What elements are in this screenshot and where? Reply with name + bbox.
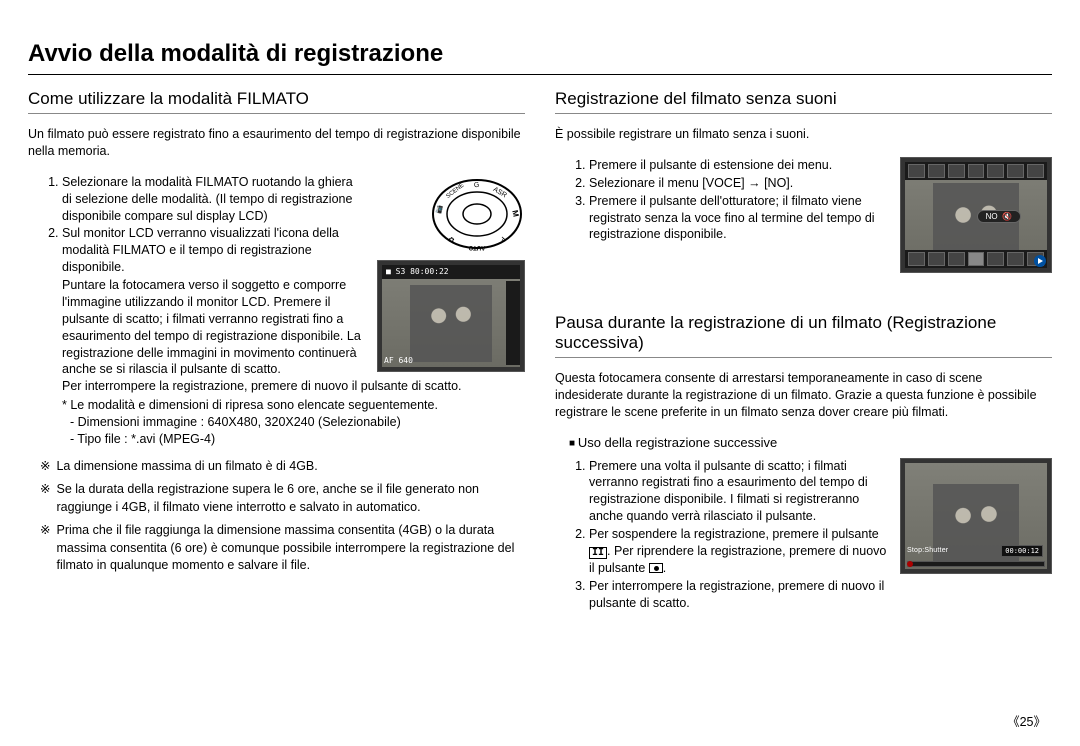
columns: Come utilizzare la modalità FILMATO Un f… xyxy=(28,89,1052,612)
page-title: Avvio della modalità di registrazione xyxy=(28,40,1052,68)
left-cont1: Puntare la fotocamera verso il soggetto … xyxy=(28,277,365,378)
left-note-dim: - Dimensioni immagine : 640X480, 320X240… xyxy=(28,414,525,431)
rec-time: 00:00:12 xyxy=(1001,545,1043,557)
ast-1: La dimensione massima di un filmato è di… xyxy=(56,458,317,476)
r1-steps: Premere il pulsante di estensione dei me… xyxy=(555,157,888,243)
lcd1-af: AF 640 xyxy=(384,356,413,365)
rec-label: Stop:Shutter xyxy=(907,547,948,554)
svg-text:AUTO: AUTO xyxy=(468,244,485,250)
left-steps: Selezionare la modalità FILMATO ruotando… xyxy=(28,174,365,276)
r1-heading: Registrazione del filmato senza suoni xyxy=(555,89,1052,114)
r1-step-1: Premere il pulsante di estensione dei me… xyxy=(589,157,888,174)
ast-2: Se la durata della registrazione supera … xyxy=(56,481,525,516)
r2-steps: Premere una volta il pulsante di scatto;… xyxy=(555,458,888,612)
r2-intro: Questa fotocamera consente di arrestarsi… xyxy=(555,370,1052,421)
ast-icon: ※ xyxy=(40,522,50,575)
left-asterisk-list: ※ La dimensione massima di un filmato è d… xyxy=(28,458,525,575)
left-note-type: - Tipo file : *.avi (MPEG-4) xyxy=(28,431,525,448)
r2-step-2: Per sospendere la registrazione, premere… xyxy=(589,526,888,577)
right-column: Registrazione del filmato senza suoni È … xyxy=(555,89,1052,612)
svg-text:G: G xyxy=(474,181,480,189)
left-images: G ASR M SCENE 📷 AUTO ✿ P ■ S3 80:00:22 A… xyxy=(377,174,525,379)
left-heading: Come utilizzare la modalità FILMATO xyxy=(28,89,525,114)
r1-step-3: Premere il pulsante dell'otturatore; il … xyxy=(589,193,888,244)
r1-step-2: Selezionare il menu [VOCE] → [NO]. xyxy=(589,175,888,192)
record-icon xyxy=(649,563,663,573)
ast-icon: ※ xyxy=(40,481,50,516)
lcd-screenshot-1: ■ S3 80:00:22 AF 640 xyxy=(377,260,525,372)
left-step-1: Selezionare la modalità FILMATO ruotando… xyxy=(62,174,365,225)
r2-step-2a: Per sospendere la registrazione, premere… xyxy=(589,527,879,541)
left-note-star: * Le modalità e dimensioni di ripresa so… xyxy=(28,397,525,414)
left-column: Come utilizzare la modalità FILMATO Un f… xyxy=(28,89,525,612)
r2-subhead: Uso della registrazione successive xyxy=(569,435,1052,450)
r2-block: Premere una volta il pulsante di scatto;… xyxy=(555,458,1052,613)
pause-icon: II xyxy=(589,547,607,559)
lcd1-topbar: ■ S3 80:00:22 xyxy=(382,265,520,279)
page-number: 《25》 xyxy=(1007,711,1046,730)
lcd-screenshot-3: Stop:Shutter 00:00:12 xyxy=(900,458,1052,574)
r2-step-3: Per interrompere la registrazione, preme… xyxy=(589,578,888,612)
r2-heading: Pausa durante la registrazione di un fil… xyxy=(555,313,1052,358)
left-intro: Un filmato può essere registrato fino a … xyxy=(28,126,525,160)
mode-dial-illustration: G ASR M SCENE 📷 AUTO ✿ P xyxy=(429,174,525,252)
left-cont2: Per interrompere la registrazione, preme… xyxy=(28,378,525,395)
rec-bar xyxy=(907,561,1045,567)
ast-3: Prima che il file raggiunga la dimension… xyxy=(56,522,525,575)
left-text: Selezionare la modalità FILMATO ruotando… xyxy=(28,174,365,379)
rec-dot-icon xyxy=(907,561,913,567)
title-rule xyxy=(28,74,1052,75)
r2-step-1: Premere una volta il pulsante di scatto;… xyxy=(589,458,888,526)
r1-block: Premere il pulsante di estensione dei me… xyxy=(555,157,1052,273)
r2-step-2b: . Per riprendere la registrazione, preme… xyxy=(589,544,886,575)
no-pill: NO 🔇 xyxy=(977,210,1021,223)
ast-icon: ※ xyxy=(40,458,50,476)
left-step-2: Sul monitor LCD verranno visualizzati l'… xyxy=(62,225,365,276)
r1-intro: È possibile registrare un filmato senza … xyxy=(555,126,1052,143)
lcd-screenshot-2: NO 🔇 xyxy=(900,157,1052,273)
left-block: Selezionare la modalità FILMATO ruotando… xyxy=(28,174,525,379)
play-icon xyxy=(1034,255,1046,267)
